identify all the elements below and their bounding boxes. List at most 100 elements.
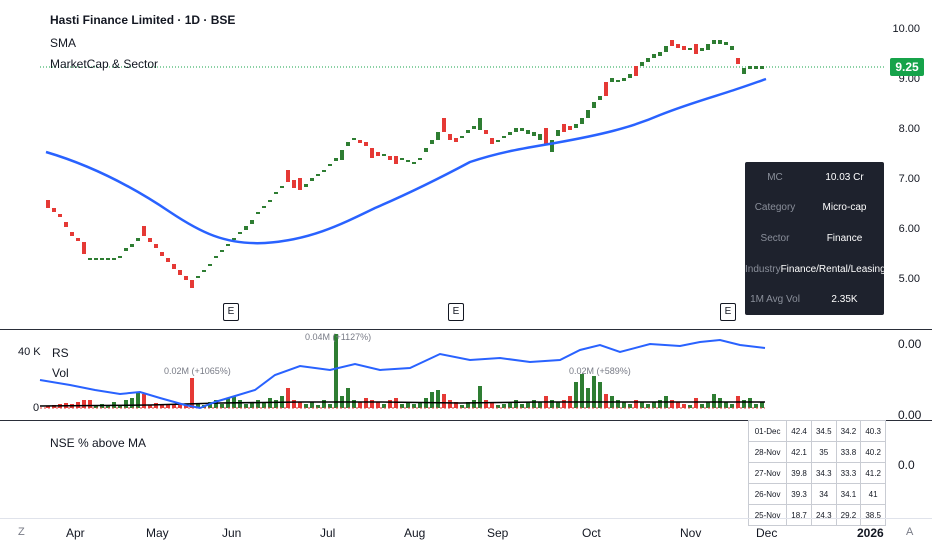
volume-bar	[646, 404, 650, 408]
time-axis-label: Jul	[320, 526, 336, 540]
pane-separator[interactable]	[0, 420, 932, 421]
table-cell: 42.1	[786, 441, 812, 463]
price-chart[interactable]	[0, 0, 932, 330]
candle	[262, 206, 266, 208]
candle	[550, 140, 554, 152]
candle	[214, 256, 218, 258]
candle	[184, 276, 188, 280]
candle	[400, 158, 404, 160]
earnings-marker[interactable]: E	[223, 303, 239, 321]
info-row-category: Category Micro-cap	[745, 193, 884, 224]
rs-label[interactable]: RS	[52, 346, 69, 360]
volume-bar	[562, 400, 566, 408]
vol-label[interactable]: Vol	[52, 366, 69, 380]
sma-indicator-label[interactable]: SMA	[50, 36, 77, 50]
volume-bar	[418, 402, 422, 408]
breadth-table: 01-Dec 42.4 34.5 34.2 40.3 28-Nov 42.1 3…	[747, 420, 886, 526]
candle	[556, 130, 560, 136]
volume-bar	[700, 404, 704, 408]
info-value: Micro-cap	[822, 202, 867, 214]
volume-bar	[238, 400, 242, 408]
candle	[430, 140, 434, 144]
volume-bar	[520, 404, 524, 408]
candle	[136, 238, 140, 241]
candle	[478, 118, 482, 130]
volume-bar	[448, 400, 452, 408]
candle	[166, 258, 170, 262]
time-axis-label: Dec	[756, 526, 778, 540]
candle	[460, 136, 464, 138]
table-cell: 34.3	[810, 462, 837, 484]
candle	[598, 96, 602, 100]
candle	[226, 244, 230, 246]
volume-bar	[382, 404, 386, 408]
candle	[316, 174, 320, 176]
volume-bar	[574, 382, 578, 408]
earnings-marker[interactable]: E	[448, 303, 464, 321]
volume-bar	[742, 400, 746, 408]
candle	[418, 158, 422, 160]
candle	[442, 118, 446, 132]
breadth-indicator-label[interactable]: NSE % above MA	[50, 436, 147, 450]
volume-bar	[166, 405, 170, 408]
volume-bar	[178, 405, 182, 408]
volume-bar	[82, 400, 86, 408]
table-cell: 34.2	[835, 420, 862, 442]
candle	[118, 256, 122, 258]
time-axis-label: Jun	[222, 526, 242, 540]
info-value: 10.03 Cr	[825, 171, 864, 183]
volume-bar	[598, 382, 602, 408]
pane-separator[interactable]	[0, 329, 932, 330]
volume-bar	[754, 404, 758, 408]
candle	[472, 126, 476, 129]
earnings-marker[interactable]: E	[720, 303, 736, 321]
candle	[514, 128, 518, 132]
volume-bar	[46, 406, 50, 408]
volume-bar	[496, 405, 500, 408]
volume-bar	[94, 405, 98, 408]
candle	[568, 126, 572, 130]
candle	[376, 152, 380, 156]
candle	[382, 154, 386, 156]
candle	[628, 74, 632, 78]
volume-bar	[490, 402, 494, 408]
candle	[328, 164, 332, 166]
volume-bar	[172, 404, 176, 408]
table-cell: 27-Nov	[747, 462, 788, 484]
marketcap-indicator-label[interactable]: MarketCap & Sector	[50, 57, 159, 71]
candle	[46, 200, 50, 208]
candle	[724, 42, 728, 45]
volume-bar	[640, 402, 644, 408]
candle	[544, 128, 548, 144]
table-cell: 28-Nov	[747, 441, 788, 463]
volume-bar	[454, 402, 458, 408]
candle	[70, 232, 74, 236]
volume-bar	[160, 404, 164, 408]
zoom-toggle-button[interactable]: Z	[18, 526, 25, 538]
volume-bar	[436, 390, 440, 408]
time-axis-label: Aug	[404, 526, 426, 540]
candle	[160, 252, 164, 256]
table-cell: 18.7	[786, 504, 812, 526]
candle	[634, 66, 638, 76]
candle	[706, 44, 710, 50]
candle	[448, 134, 452, 140]
volume-bar	[274, 400, 278, 408]
volume-bar	[370, 400, 374, 408]
table-cell: 29.2	[835, 504, 862, 526]
volume-bar	[328, 404, 332, 408]
volume-bar	[706, 402, 710, 408]
table-cell: 39.3	[786, 483, 812, 505]
candle	[340, 150, 344, 160]
candle	[310, 178, 314, 181]
volume-rs-chart[interactable]	[0, 330, 932, 420]
candle	[562, 124, 566, 132]
volume-spike-annotation: 0.02M (+1065%)	[164, 366, 231, 376]
info-key: MC	[767, 171, 783, 183]
candle	[580, 118, 584, 124]
volume-bar	[244, 404, 248, 408]
candle	[658, 52, 662, 56]
volume-bar	[478, 386, 482, 408]
auto-scale-button[interactable]: A	[906, 526, 914, 538]
volume-bar	[628, 404, 632, 408]
